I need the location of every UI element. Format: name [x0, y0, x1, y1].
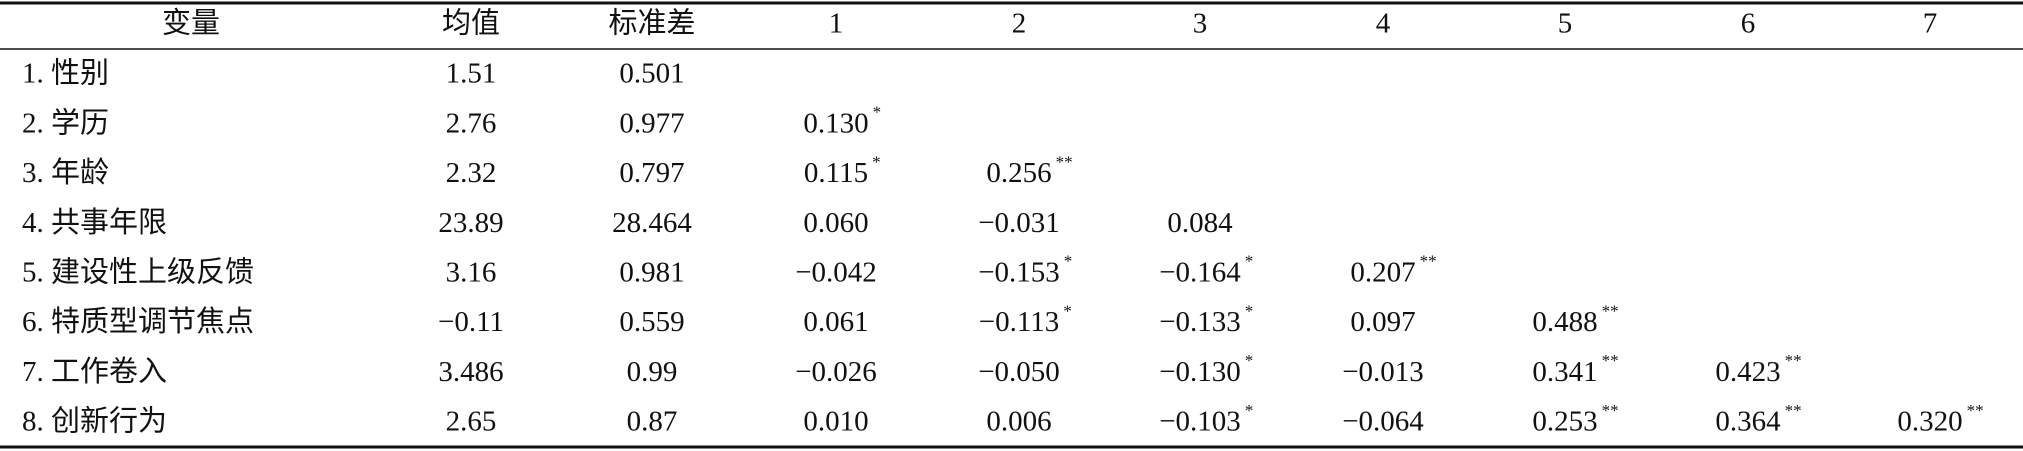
significance: **: [1785, 401, 1802, 420]
sd-cell: 28.464: [612, 207, 692, 239]
significance: *: [1063, 301, 1072, 320]
corr-cell: 0.130: [803, 107, 868, 139]
significance: **: [1602, 351, 1619, 370]
header-cell: 1: [829, 8, 844, 40]
row-label: 4. 共事年限: [22, 206, 167, 239]
header-cell: 7: [1923, 8, 1938, 40]
corr-cell: 0.061: [803, 306, 868, 338]
corr-cell: 0.010: [803, 406, 868, 438]
significance: **: [1602, 401, 1619, 420]
sd-cell: 0.501: [619, 58, 684, 90]
corr-cell: −0.064: [1342, 406, 1424, 438]
mean-cell: 3.16: [446, 256, 497, 288]
corr-cell: 0.364: [1715, 406, 1781, 438]
corr-cell: 0.320: [1897, 406, 1962, 438]
header-cell: 标准差: [608, 7, 695, 40]
significance: **: [1967, 401, 1984, 420]
significance: **: [1420, 252, 1437, 271]
corr-cell: −0.103: [1159, 406, 1241, 438]
significance: **: [1785, 351, 1802, 370]
header-cell: 3: [1193, 8, 1208, 40]
corr-cell: −0.031: [978, 207, 1060, 239]
corr-cell: 0.423: [1715, 356, 1780, 388]
sd-cell: 0.977: [619, 107, 684, 139]
corr-cell: 0.097: [1350, 306, 1415, 338]
corr-cell: −0.130: [1159, 356, 1241, 388]
mean-cell: 3.486: [438, 356, 503, 388]
sd-cell: 0.87: [627, 406, 678, 438]
significance: *: [872, 152, 881, 171]
header-cell: 均值: [442, 7, 500, 40]
corr-cell: −0.133: [1159, 306, 1241, 338]
sd-cell: 0.99: [627, 356, 678, 388]
corr-cell: 0.488: [1532, 306, 1597, 338]
corr-cell: 0.115: [804, 157, 868, 189]
sd-cell: 0.559: [619, 306, 684, 338]
significance: *: [1064, 252, 1073, 271]
corr-cell: −0.042: [795, 256, 877, 288]
corr-cell: −0.164: [1159, 256, 1241, 288]
row-label: 1. 性别: [22, 57, 109, 90]
significance: *: [1245, 401, 1254, 420]
row-label: 7. 工作卷入: [22, 355, 167, 388]
mean-cell: 1.51: [446, 58, 497, 90]
significance: *: [873, 103, 882, 122]
corr-cell: 0.207: [1350, 256, 1415, 288]
row-label: 3. 年龄: [22, 156, 109, 189]
corr-cell: −0.153: [978, 256, 1060, 288]
header-cell: 变量: [162, 7, 220, 40]
mean-cell: 23.89: [438, 207, 503, 239]
corr-cell: 0.084: [1167, 207, 1233, 239]
header-cell: 4: [1376, 8, 1391, 40]
header-cell: 6: [1741, 8, 1756, 40]
row-label: 2. 学历: [22, 106, 109, 139]
corr-cell: −0.050: [978, 356, 1060, 388]
header-cell: 5: [1558, 8, 1573, 40]
header-cell: 2: [1012, 8, 1027, 40]
sd-cell: 0.981: [619, 256, 684, 288]
corr-cell: −0.013: [1342, 356, 1424, 388]
sd-cell: 0.797: [619, 157, 684, 189]
significance: *: [1245, 301, 1254, 320]
mean-cell: 2.65: [446, 406, 497, 438]
row-label: 5. 建设性上级反馈: [22, 255, 254, 288]
corr-cell: −0.113: [979, 306, 1060, 338]
corr-cell: −0.026: [795, 356, 877, 388]
significance: **: [1056, 152, 1073, 171]
mean-cell: −0.11: [438, 306, 504, 338]
corr-cell: 0.006: [986, 406, 1051, 438]
corr-cell: 0.060: [803, 207, 868, 239]
row-label: 8. 创新行为: [22, 405, 167, 438]
row-label: 6. 特质型调节焦点: [22, 305, 254, 338]
corr-cell: 0.341: [1532, 356, 1597, 388]
corr-cell: 0.253: [1532, 406, 1597, 438]
mean-cell: 2.76: [446, 107, 497, 139]
corr-cell: 0.256: [986, 157, 1051, 189]
significance: *: [1245, 252, 1254, 271]
significance: **: [1602, 301, 1619, 320]
significance: *: [1245, 351, 1254, 370]
mean-cell: 2.32: [446, 157, 497, 189]
